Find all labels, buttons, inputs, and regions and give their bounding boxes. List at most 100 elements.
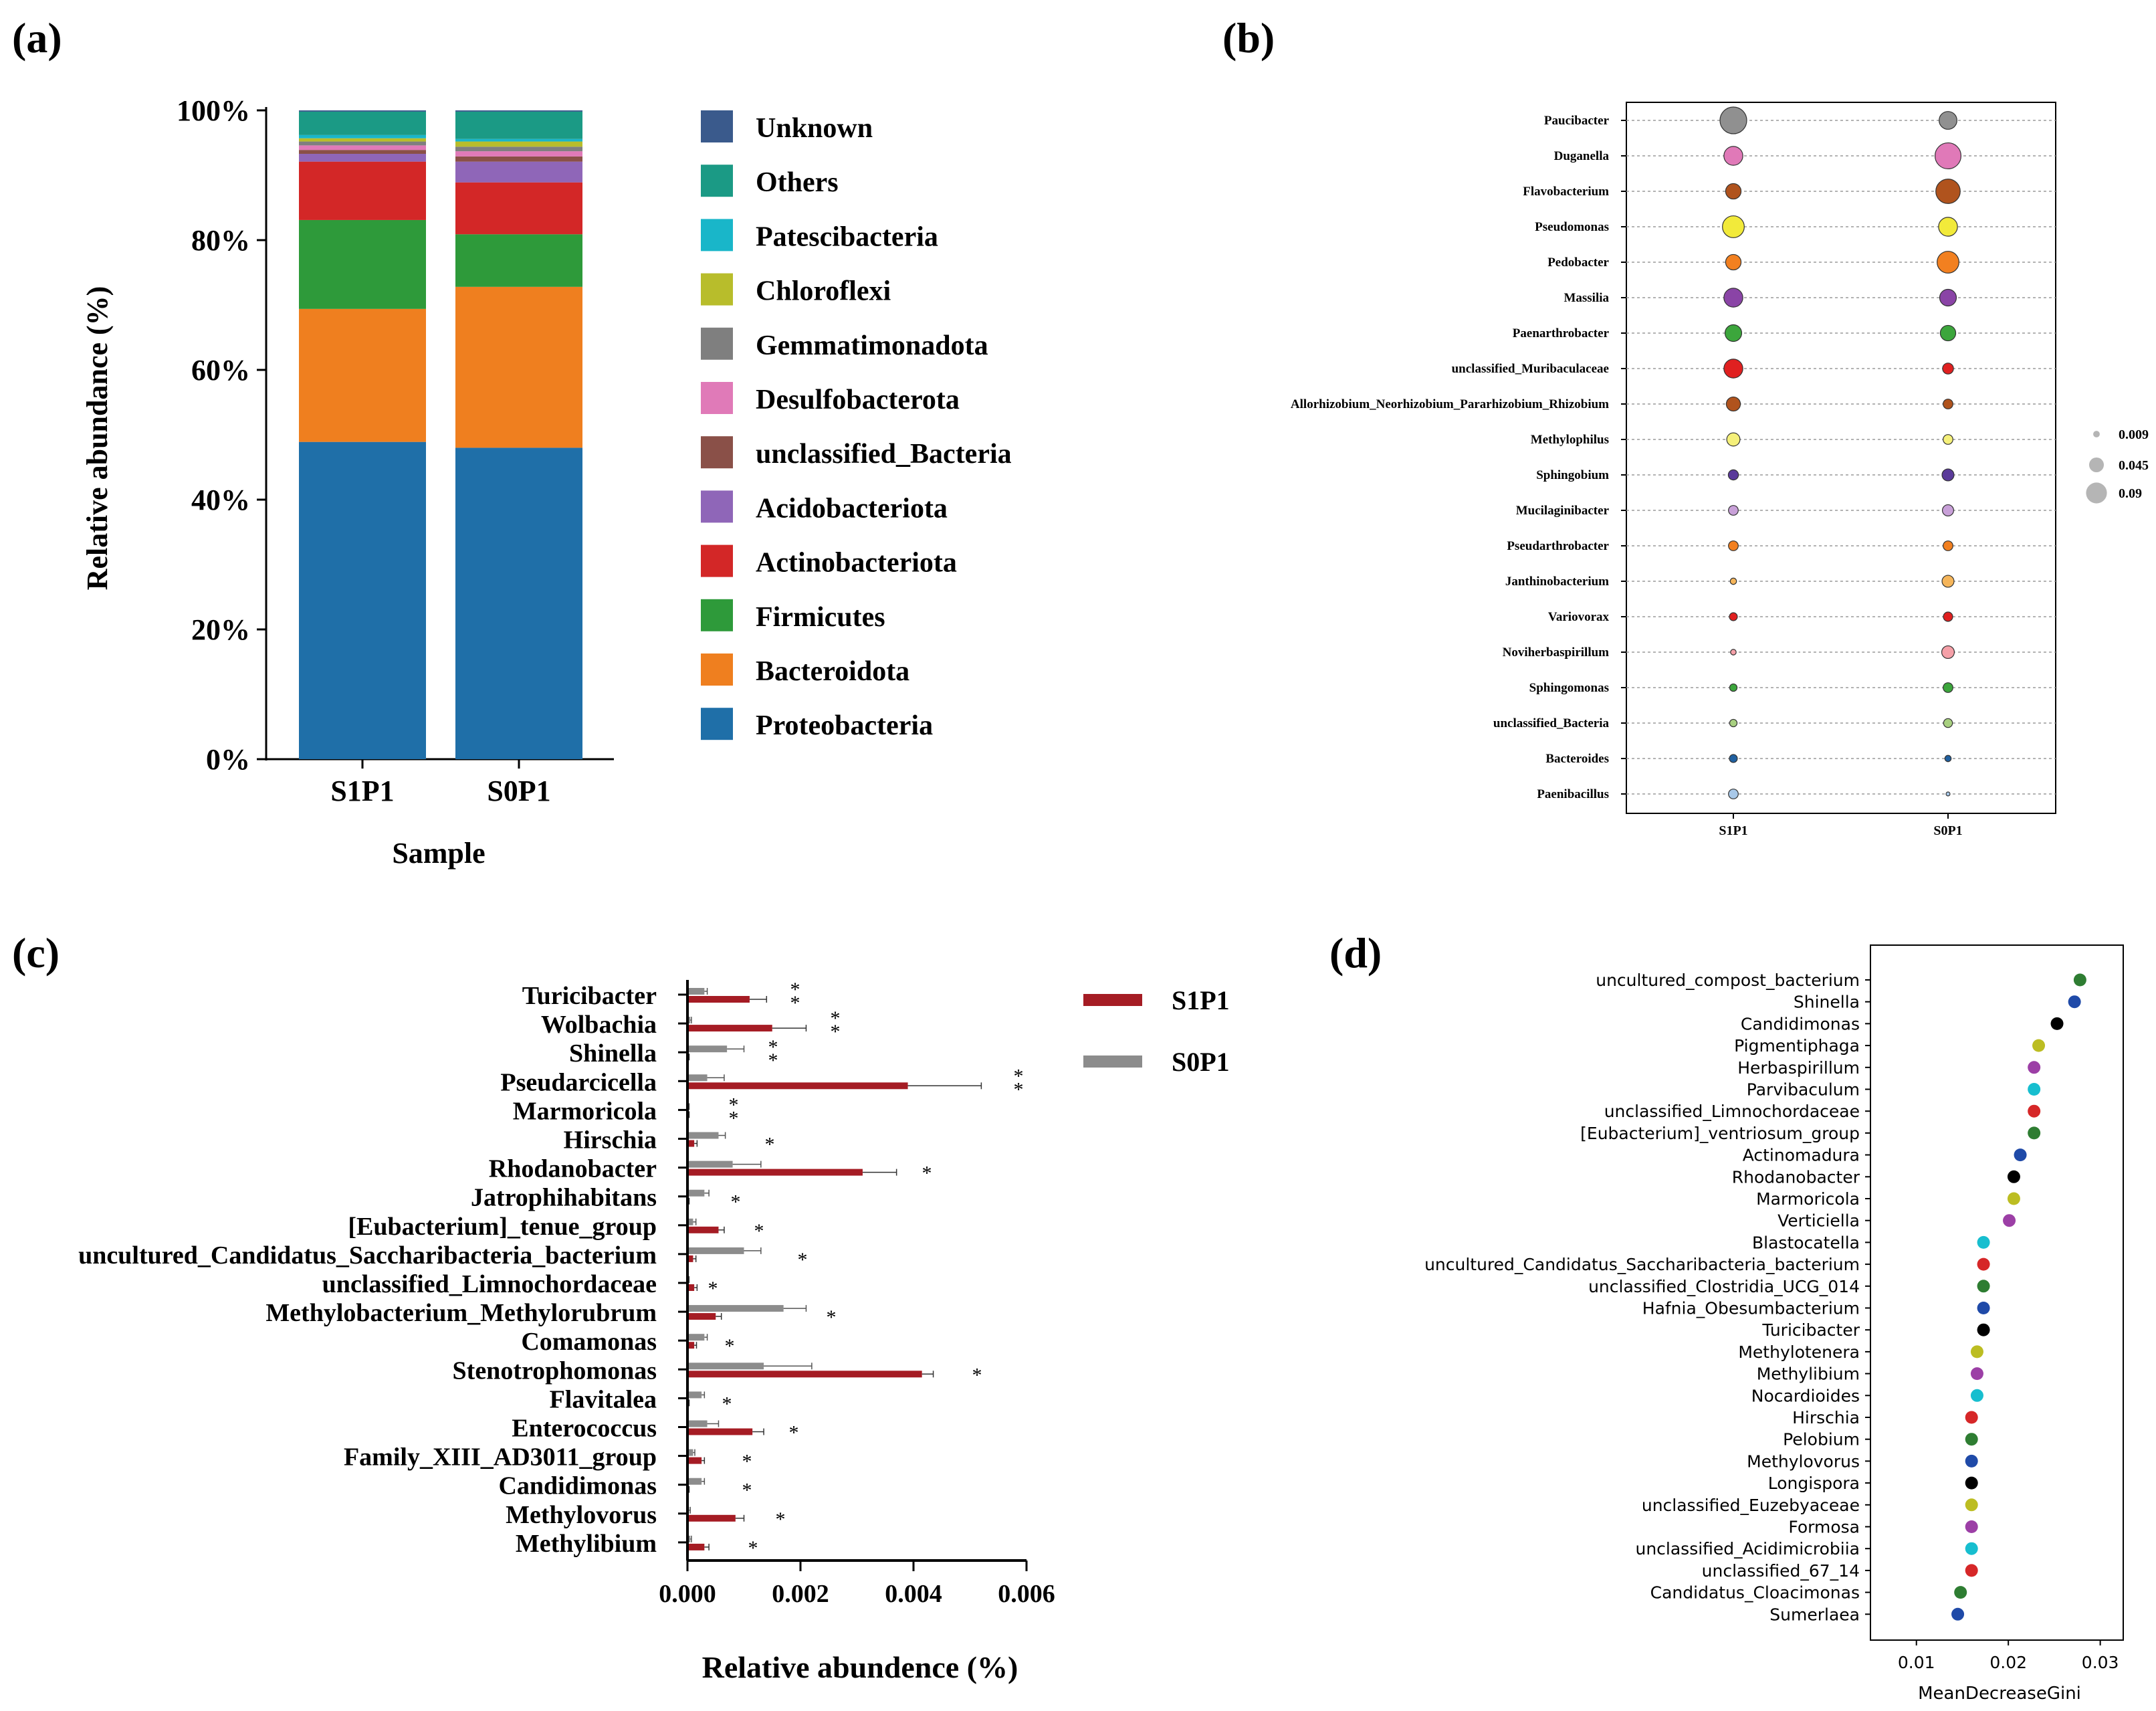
bar-segment-unknown-s1p1 (299, 110, 426, 112)
panel-b-genus-label: Duganella (1554, 149, 1610, 163)
bar-s0p1-rhodanobacter (687, 1161, 733, 1168)
panel-d-feature-label: Hafnia_Obesumbacterium (1642, 1299, 1860, 1318)
panel-b-genus-label: Mucilaginibacter (1516, 504, 1610, 518)
panel-d-feature-label: Candidatus_Cloacimonas (1650, 1583, 1860, 1603)
dot-candidimonas (2050, 1017, 2064, 1030)
bar-s1p1-family-xiii-ad3011-group (687, 1457, 702, 1464)
legend-swatch-gemmatimonadota (701, 327, 733, 360)
bubble-duganella-s0p1 (1934, 142, 1962, 170)
panel-c-category-label: Methylovorus (506, 1501, 657, 1529)
panel-b-genus-label: Allorhizobium_Neorhizobium_Pararhizobium… (1291, 397, 1609, 411)
dot-methylibium (1970, 1367, 1983, 1381)
panel-a-x-tick-label: S0P1 (487, 775, 550, 807)
legend-label: S1P1 (1172, 985, 1230, 1015)
dot-blastocatella (1977, 1235, 1990, 1249)
panel-c-category-label: Enterococcus (512, 1415, 657, 1443)
bar-segment-others-s0p1 (455, 111, 582, 139)
dot-marmoricola (2007, 1192, 2020, 1205)
bar-s1p1-wolbachia (687, 1025, 772, 1032)
panel-c-x-tick-label: 0.004 (885, 1580, 942, 1608)
bubble-unclassified-bacteria-s0p1 (1943, 718, 1953, 728)
panel-c-category-label: Wolbachia (541, 1011, 657, 1039)
panel-c-category-label: [Eubacterium]_tenue_group (348, 1213, 657, 1241)
panel-b-genus-label: Janthinobacterium (1505, 575, 1609, 589)
bubble-unclassified-muribaculaceae-s0p1 (1942, 363, 1954, 375)
legend-swatch-s1p1 (1083, 994, 1142, 1006)
panel-d-feature-label: uncultured_Candidatus_Saccharibacteria_b… (1424, 1255, 1860, 1274)
panel-b-genus-label: Sphingobium (1536, 468, 1609, 482)
legend-label: Acidobacteriota (756, 493, 948, 524)
panel-d-feature-label: Pelobium (1783, 1430, 1860, 1449)
panel-c-x-axis-label: Relative abundence (%) (702, 1650, 1018, 1684)
bar-s0p1-turicibacter (687, 988, 705, 995)
panel-c-category-label: Rhodanobacter (489, 1155, 657, 1183)
significance-marker: * (742, 1480, 752, 1502)
panel-c-category-label: Pseudarcicella (500, 1068, 657, 1096)
dot-actinomadura (2014, 1148, 2027, 1162)
panel-a-y-tick-label: 40% (191, 484, 250, 516)
panel-c-category-label: Flavitalea (550, 1385, 657, 1413)
panel-b-genus-label: Pseudomonas (1535, 220, 1609, 234)
significance-marker: * (765, 1134, 775, 1156)
significance-marker: * (790, 979, 800, 1001)
panel-d-x-tick-label: 0.03 (2082, 1653, 2119, 1672)
bar-segment-unknown-s0p1 (455, 110, 582, 112)
panel-a-x-axis-label: Sample (392, 837, 485, 870)
panel-b-genus-label: Pedobacter (1547, 256, 1609, 270)
panel-b-x-tick-label: S0P1 (1933, 823, 1962, 838)
dot-unclassified-clostridia-ucg-014 (1977, 1280, 1990, 1293)
dot-parvibaculum (2028, 1083, 2041, 1096)
bar-s0p1-wolbachia (687, 1017, 691, 1024)
panel-d-feature-label: Hirschia (1792, 1408, 1860, 1427)
significance-marker: * (922, 1163, 932, 1185)
bubble-pseudarthrobacter-s0p1 (1943, 540, 1953, 551)
legend-label: Patescibacteria (756, 221, 938, 252)
bar-segment-unclassified-bacteria-s0p1 (455, 156, 582, 162)
dot-sumerlaea (1951, 1607, 1965, 1621)
significance-marker: * (729, 1094, 739, 1116)
significance-marker: * (1014, 1078, 1024, 1100)
dot-unclassified-limnochordaceae (2028, 1104, 2041, 1118)
bar-s1p1-unclassified-limnochordaceae (687, 1284, 695, 1291)
dot-longispora (1965, 1476, 1978, 1490)
significance-marker: * (831, 1007, 841, 1029)
bar-s1p1-uncultured-candidatus-saccharibacteria-bacterium (687, 1255, 693, 1262)
bar-s1p1-hirschia (687, 1140, 695, 1147)
significance-marker: * (790, 992, 800, 1014)
bar-segment-actinobacteriota-s1p1 (299, 161, 426, 220)
panel-d-x-tick-label: 0.01 (1898, 1653, 1935, 1672)
bubble-duganella-s1p1 (1723, 146, 1743, 166)
panel-d-feature-label: Blastocatella (1752, 1233, 1860, 1252)
legend-label: S0P1 (1172, 1047, 1230, 1077)
panel-d-x-tick-label: 0.02 (1989, 1653, 2027, 1672)
dot-methylotenera (1970, 1345, 1983, 1358)
significance-marker: * (725, 1335, 735, 1357)
panel-d-dot-plot: MeanDecreaseGini uncultured_compost_bact… (1424, 944, 2124, 1704)
panel-c-category-label: Comamonas (521, 1328, 657, 1356)
bar-segment-actinobacteriota-s0p1 (455, 182, 582, 235)
panel-c-category-label: Jatrophihabitans (471, 1184, 657, 1212)
panel-b-genus-label: Paenarthrobacter (1513, 326, 1610, 340)
panel-a-y-tick-label: 80% (191, 224, 250, 257)
legend-label: unclassified_Bacteria (756, 439, 1012, 470)
bar-s0p1-stenotrophomonas (687, 1363, 764, 1370)
bar-segment-chloroflexi-s1p1 (299, 138, 426, 142)
panel-b-plot-frame (1626, 102, 2056, 814)
legend-label: Firmicutes (756, 602, 885, 633)
significance-marker: * (972, 1364, 982, 1386)
bubble-massilia-s0p1 (1939, 288, 1957, 307)
panel-b-genus-label: unclassified_Bacteria (1493, 716, 1610, 730)
panel-b-genus-label: Paenibacillus (1537, 787, 1609, 801)
bar-segment-patescibacteria-s0p1 (455, 138, 582, 142)
bar-s1p1-comamonas (687, 1342, 695, 1349)
panel-d-feature-label: Herbaspirillum (1737, 1058, 1860, 1078)
panel-c-category-label: Turicibacter (522, 982, 657, 1010)
panel-a-y-tick-label: 60% (191, 354, 250, 387)
legend-label: Desulfobacterota (756, 385, 960, 415)
bubble-pseudomonas-s1p1 (1722, 215, 1745, 238)
panel-d-feature-label: Verticiella (1777, 1211, 1860, 1231)
panel-label-b: (b) (1222, 14, 1275, 62)
legend-swatch-others (701, 165, 733, 197)
